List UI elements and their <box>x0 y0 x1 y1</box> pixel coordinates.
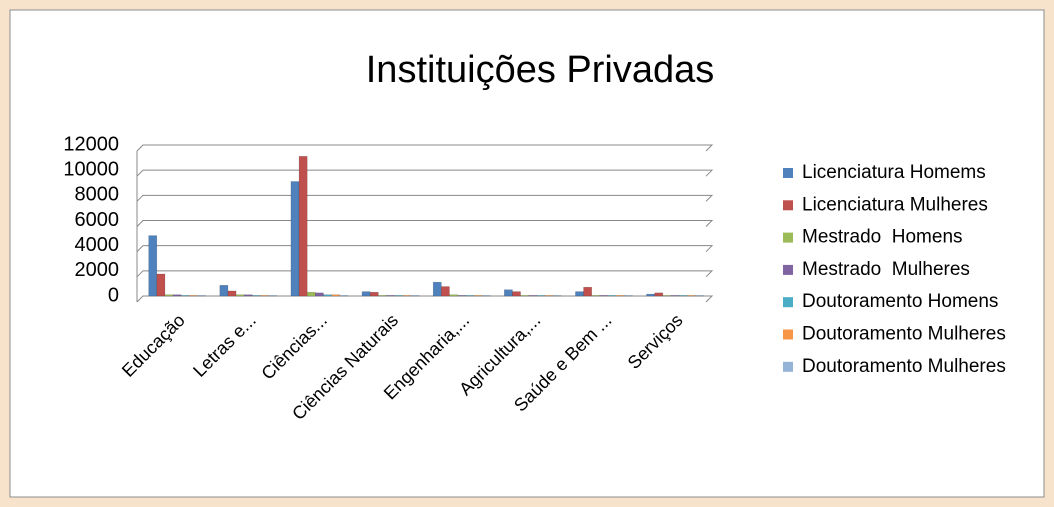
bar <box>268 295 277 297</box>
grid-line <box>136 144 714 152</box>
bar <box>686 295 696 297</box>
legend-swatch <box>783 264 793 275</box>
bar <box>369 291 379 297</box>
y-tick-label: 6000 <box>75 209 120 231</box>
y-tick-label: 12000 <box>63 133 119 155</box>
legend-swatch <box>783 329 793 340</box>
bar <box>615 295 625 297</box>
bar <box>678 295 688 297</box>
bar <box>243 294 253 297</box>
y-tick-label: 2000 <box>75 259 120 281</box>
bar <box>323 294 332 297</box>
bar <box>339 295 349 297</box>
grid-line <box>136 194 714 202</box>
bar <box>552 295 562 297</box>
bar <box>156 273 166 297</box>
bar <box>290 181 300 297</box>
grid-line <box>136 270 714 278</box>
bar <box>504 289 513 297</box>
bar <box>512 291 521 297</box>
bar <box>378 295 387 297</box>
bar <box>315 292 324 297</box>
bar <box>260 295 269 297</box>
bar <box>575 291 584 297</box>
legend-swatch <box>783 168 793 178</box>
bar <box>670 295 680 297</box>
bar <box>235 294 245 297</box>
bar <box>219 285 229 297</box>
bar <box>386 295 395 297</box>
legend-label: Doutoramento Homens <box>802 291 998 312</box>
bar <box>449 294 458 297</box>
bar <box>402 295 412 297</box>
bar <box>536 295 546 297</box>
bar <box>599 295 609 297</box>
y-tick-label: 10000 <box>63 158 119 180</box>
legend-label: Licenciatura Homems <box>802 162 986 183</box>
bar <box>465 295 475 297</box>
bar <box>544 295 554 297</box>
y-tick-label: 4000 <box>75 234 120 256</box>
bar <box>410 295 420 297</box>
legend-label: Licenciatura Mulheres <box>802 194 988 215</box>
bar <box>654 292 664 297</box>
bar <box>298 156 308 297</box>
chart-area <box>9 9 1045 498</box>
bar <box>528 295 538 297</box>
bar <box>646 293 655 297</box>
y-tick-label: 8000 <box>75 184 120 206</box>
legend-swatch <box>783 361 793 372</box>
bar <box>441 286 450 297</box>
bar <box>172 294 182 297</box>
bar <box>189 295 198 297</box>
grid-line <box>136 245 714 253</box>
legend-label: Doutoramento Mulheres <box>802 356 1006 377</box>
grid-line <box>136 295 714 303</box>
bar <box>432 281 442 297</box>
bar <box>331 294 340 297</box>
grid-line <box>136 220 714 227</box>
chart-title: Instituições Privadas <box>366 49 715 91</box>
bar <box>695 295 704 297</box>
bar <box>662 295 672 297</box>
legend-swatch <box>783 200 793 211</box>
bar <box>457 295 466 297</box>
bar <box>520 295 529 297</box>
bar <box>481 295 491 297</box>
bar <box>164 294 174 297</box>
legend-swatch <box>783 232 793 243</box>
y-tick-label: 0 <box>108 284 119 306</box>
legend-label: Doutoramento Mulheres <box>802 324 1006 345</box>
legend-label: Mestrado Mulheres <box>802 259 970 280</box>
bar <box>591 295 601 297</box>
bar <box>197 295 206 297</box>
bar <box>180 295 190 297</box>
legend-label: Mestrado Homens <box>802 227 963 248</box>
grid-line <box>136 169 714 177</box>
bar <box>306 291 316 297</box>
bar <box>623 295 633 297</box>
bar <box>607 295 617 297</box>
bar <box>148 235 158 297</box>
bar <box>583 286 592 297</box>
bar <box>473 295 483 297</box>
legend-swatch <box>783 297 793 308</box>
bar <box>361 291 371 297</box>
bar <box>227 290 237 297</box>
bar <box>394 295 403 297</box>
bar <box>252 295 261 297</box>
